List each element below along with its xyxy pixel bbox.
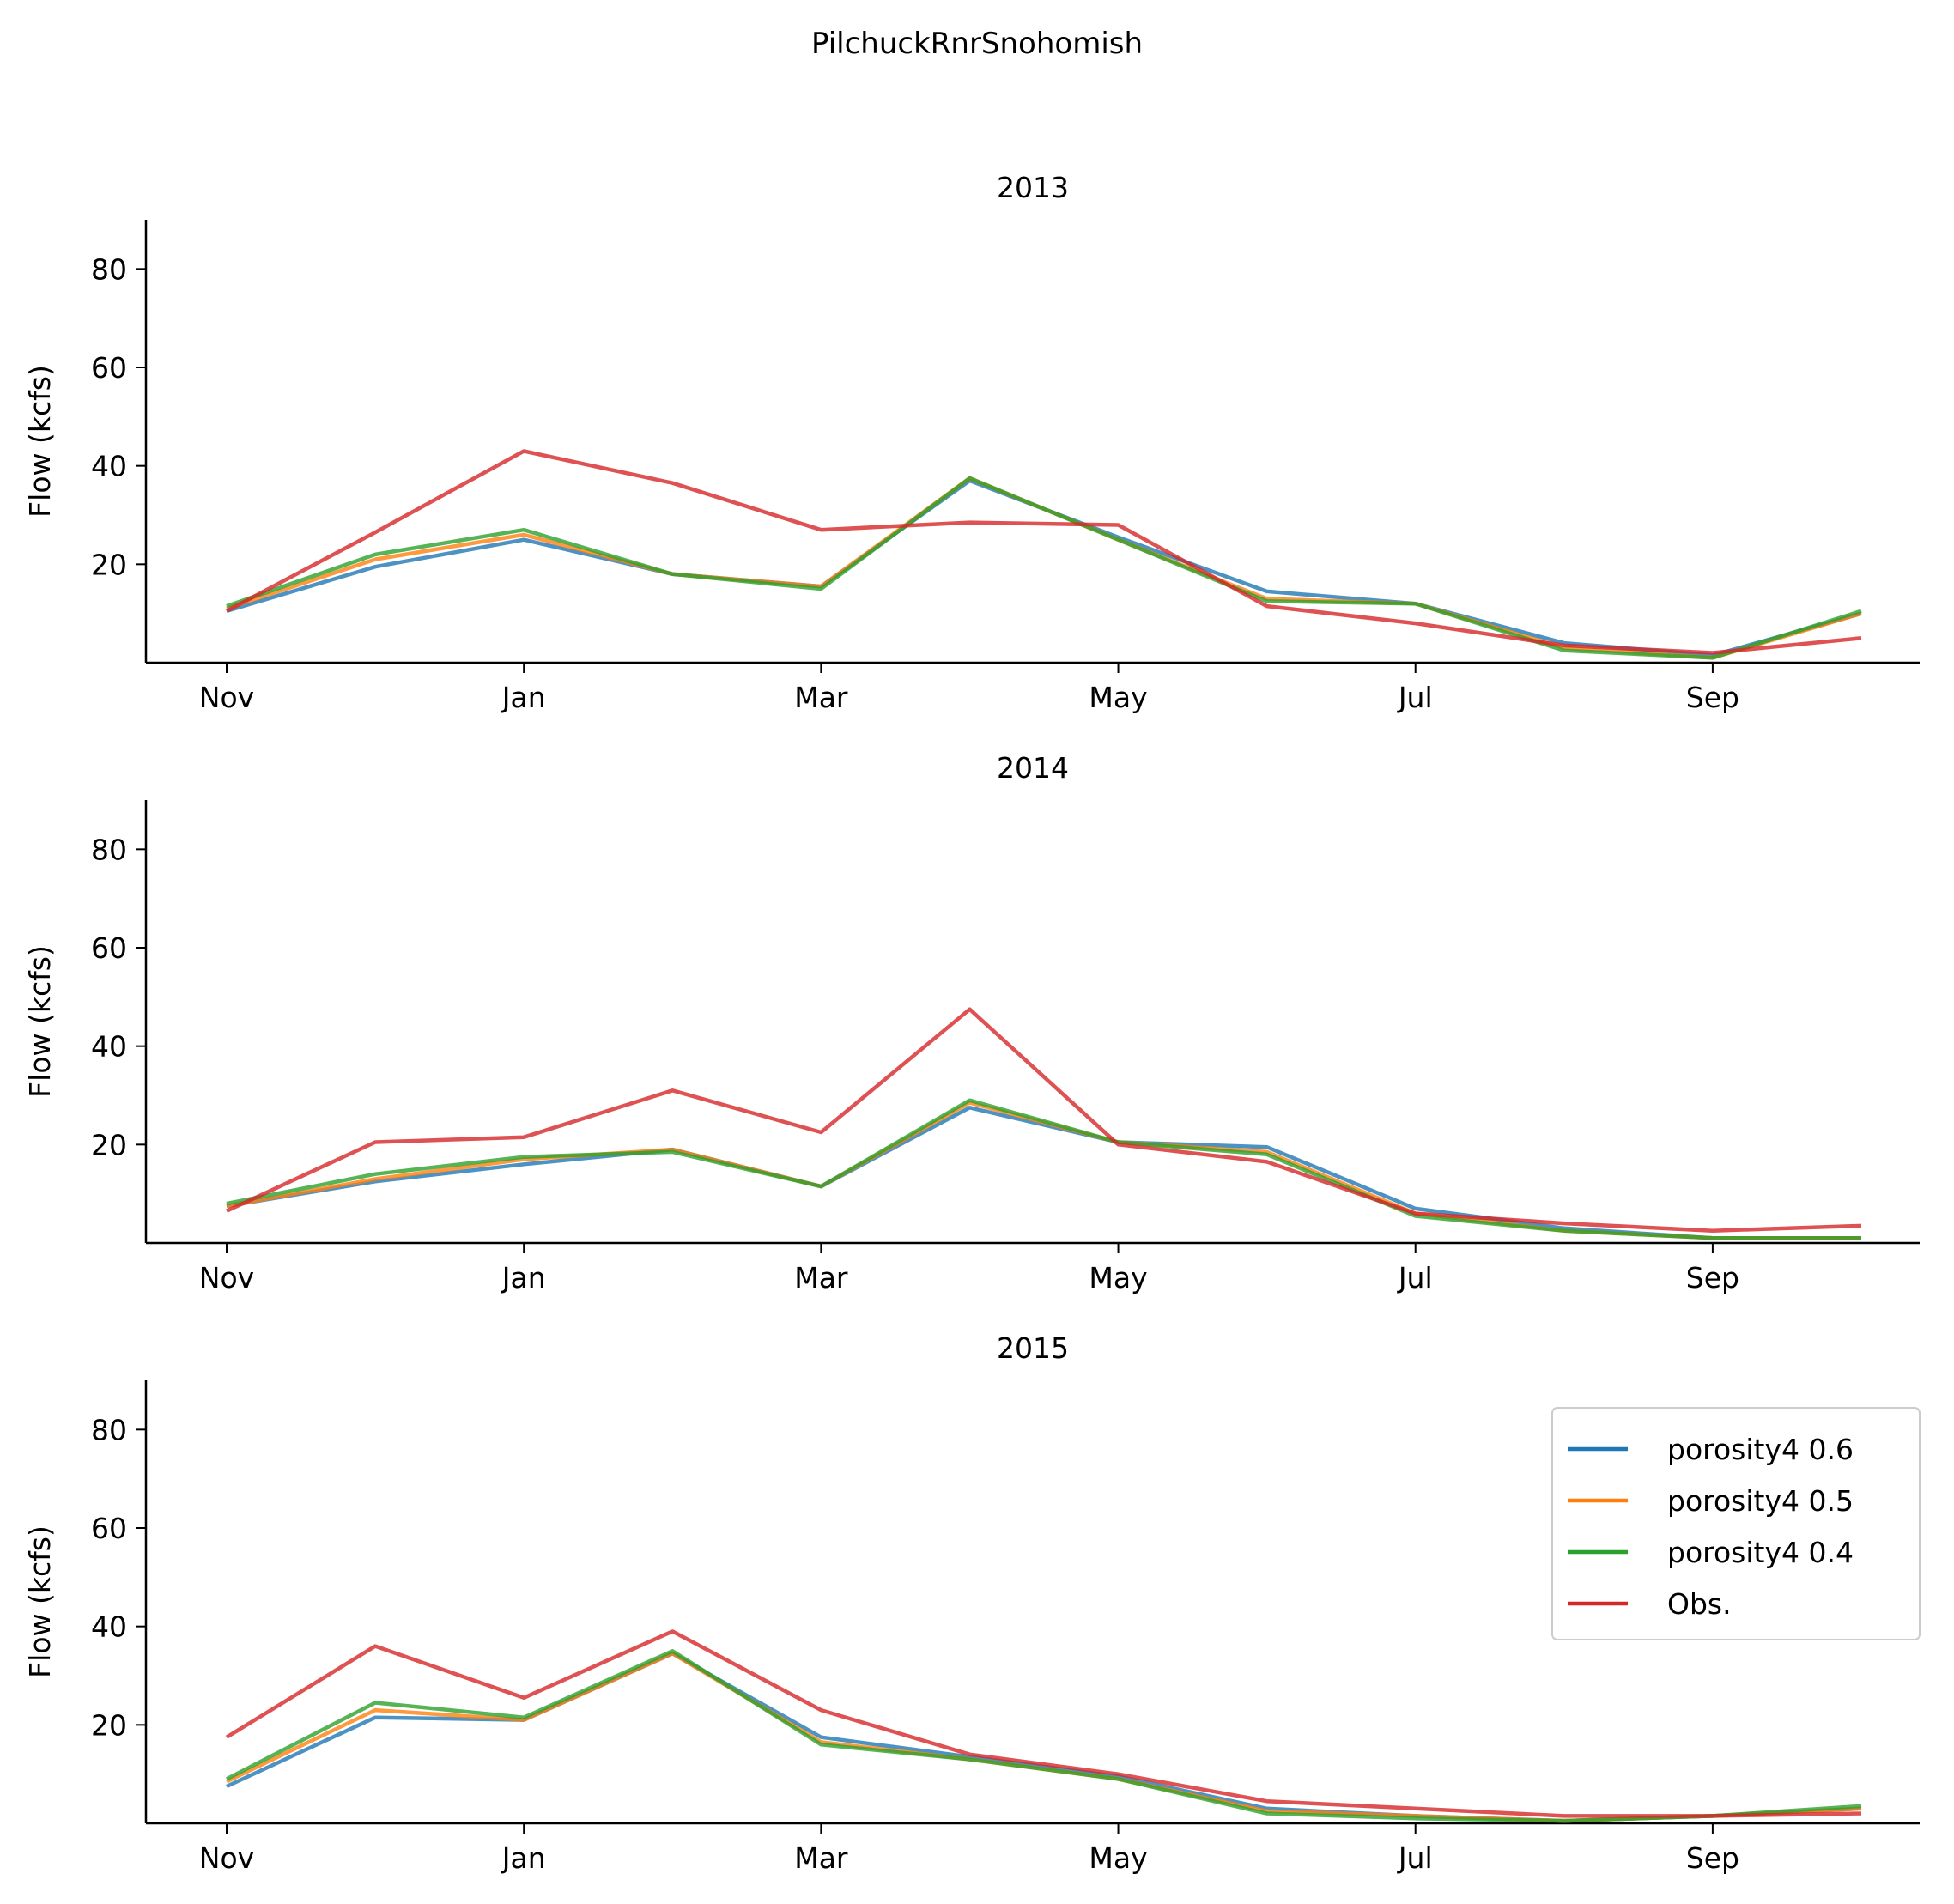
y-tick-label: 20 — [91, 1708, 127, 1742]
legend-label: porosity4 0.4 — [1667, 1536, 1854, 1569]
x-tick-label: May — [1089, 1841, 1147, 1875]
y-axis-label: Flow (kcfs) — [23, 365, 57, 518]
x-tick-label: Jul — [1397, 681, 1433, 714]
y-tick-label: 20 — [91, 548, 127, 581]
series-line-Obs. — [225, 449, 1862, 655]
series-line-porosity4 0.4 — [226, 1098, 1861, 1240]
y-tick-label: 80 — [91, 1413, 127, 1446]
y-tick-label: 60 — [91, 1512, 127, 1545]
series-line-porosity4 0.6 — [226, 1106, 1861, 1240]
y-tick-label: 80 — [91, 833, 127, 866]
series-line-Obs. — [226, 1007, 1862, 1233]
series-line-Obs. — [225, 1629, 1862, 1818]
y-tick-label: 40 — [91, 1030, 127, 1064]
x-tick-label: Nov — [199, 1261, 254, 1295]
x-tick-label: Sep — [1686, 1841, 1739, 1875]
x-tick-label: May — [1089, 681, 1147, 714]
x-tick-label: Mar — [794, 1261, 848, 1295]
x-tick-label: Jul — [1397, 1841, 1433, 1875]
x-tick-label: Mar — [794, 681, 848, 714]
legend: porosity4 0.6 porosity4 0.5 porosity4 0.4 O… — [1551, 1407, 1921, 1640]
subplot-title: 2015 — [997, 1331, 1069, 1365]
x-tick-label: Sep — [1686, 1261, 1739, 1295]
subplot-2014: 2014 20 40 60 80 Nov Jan Mar May Jul Sep Flow (kcfs… — [23, 751, 1920, 1295]
y-tick-label: 60 — [91, 351, 127, 385]
y-tick-label: 60 — [91, 931, 127, 965]
subplot-title: 2014 — [997, 751, 1069, 785]
x-tick-label: Nov — [199, 681, 254, 714]
x-tick-label: Jan — [501, 1841, 546, 1875]
x-tick-label: May — [1089, 1261, 1147, 1295]
legend-label: porosity4 0.6 — [1667, 1433, 1854, 1466]
legend-label: Obs. — [1667, 1587, 1732, 1621]
y-axis-label: Flow (kcfs) — [23, 945, 57, 1098]
y-tick-label: 80 — [91, 252, 127, 286]
subplot-title: 2013 — [997, 171, 1069, 204]
x-tick-label: Jan — [501, 681, 546, 714]
x-tick-label: Jan — [501, 1261, 546, 1295]
x-tick-label: Mar — [794, 1841, 848, 1875]
figure-title: PilchuckRnrSnohomish — [811, 27, 1143, 61]
legend-frame — [1551, 1407, 1921, 1640]
legend-label: porosity4 0.5 — [1667, 1484, 1854, 1518]
subplot-2015: 2015 20 40 60 80 Nov Jan Mar May Jul Sep Flow (kcfs… — [23, 1331, 1921, 1875]
x-tick-label: Nov — [199, 1841, 254, 1875]
y-tick-label: 20 — [91, 1128, 127, 1161]
y-tick-label: 40 — [91, 450, 127, 483]
x-tick-label: Jul — [1397, 1261, 1433, 1295]
y-tick-label: 40 — [91, 1610, 127, 1644]
y-axis-label: Flow (kcfs) — [23, 1525, 57, 1678]
subplot-2013: 2013 20 40 60 80 Nov Jan Mar May Jul Sep Flow (kcfs… — [23, 171, 1920, 714]
series-line-porosity4 0.4 — [225, 1649, 1862, 1823]
x-tick-label: Sep — [1686, 681, 1739, 714]
series-line-porosity4 0.4 — [226, 476, 1862, 660]
